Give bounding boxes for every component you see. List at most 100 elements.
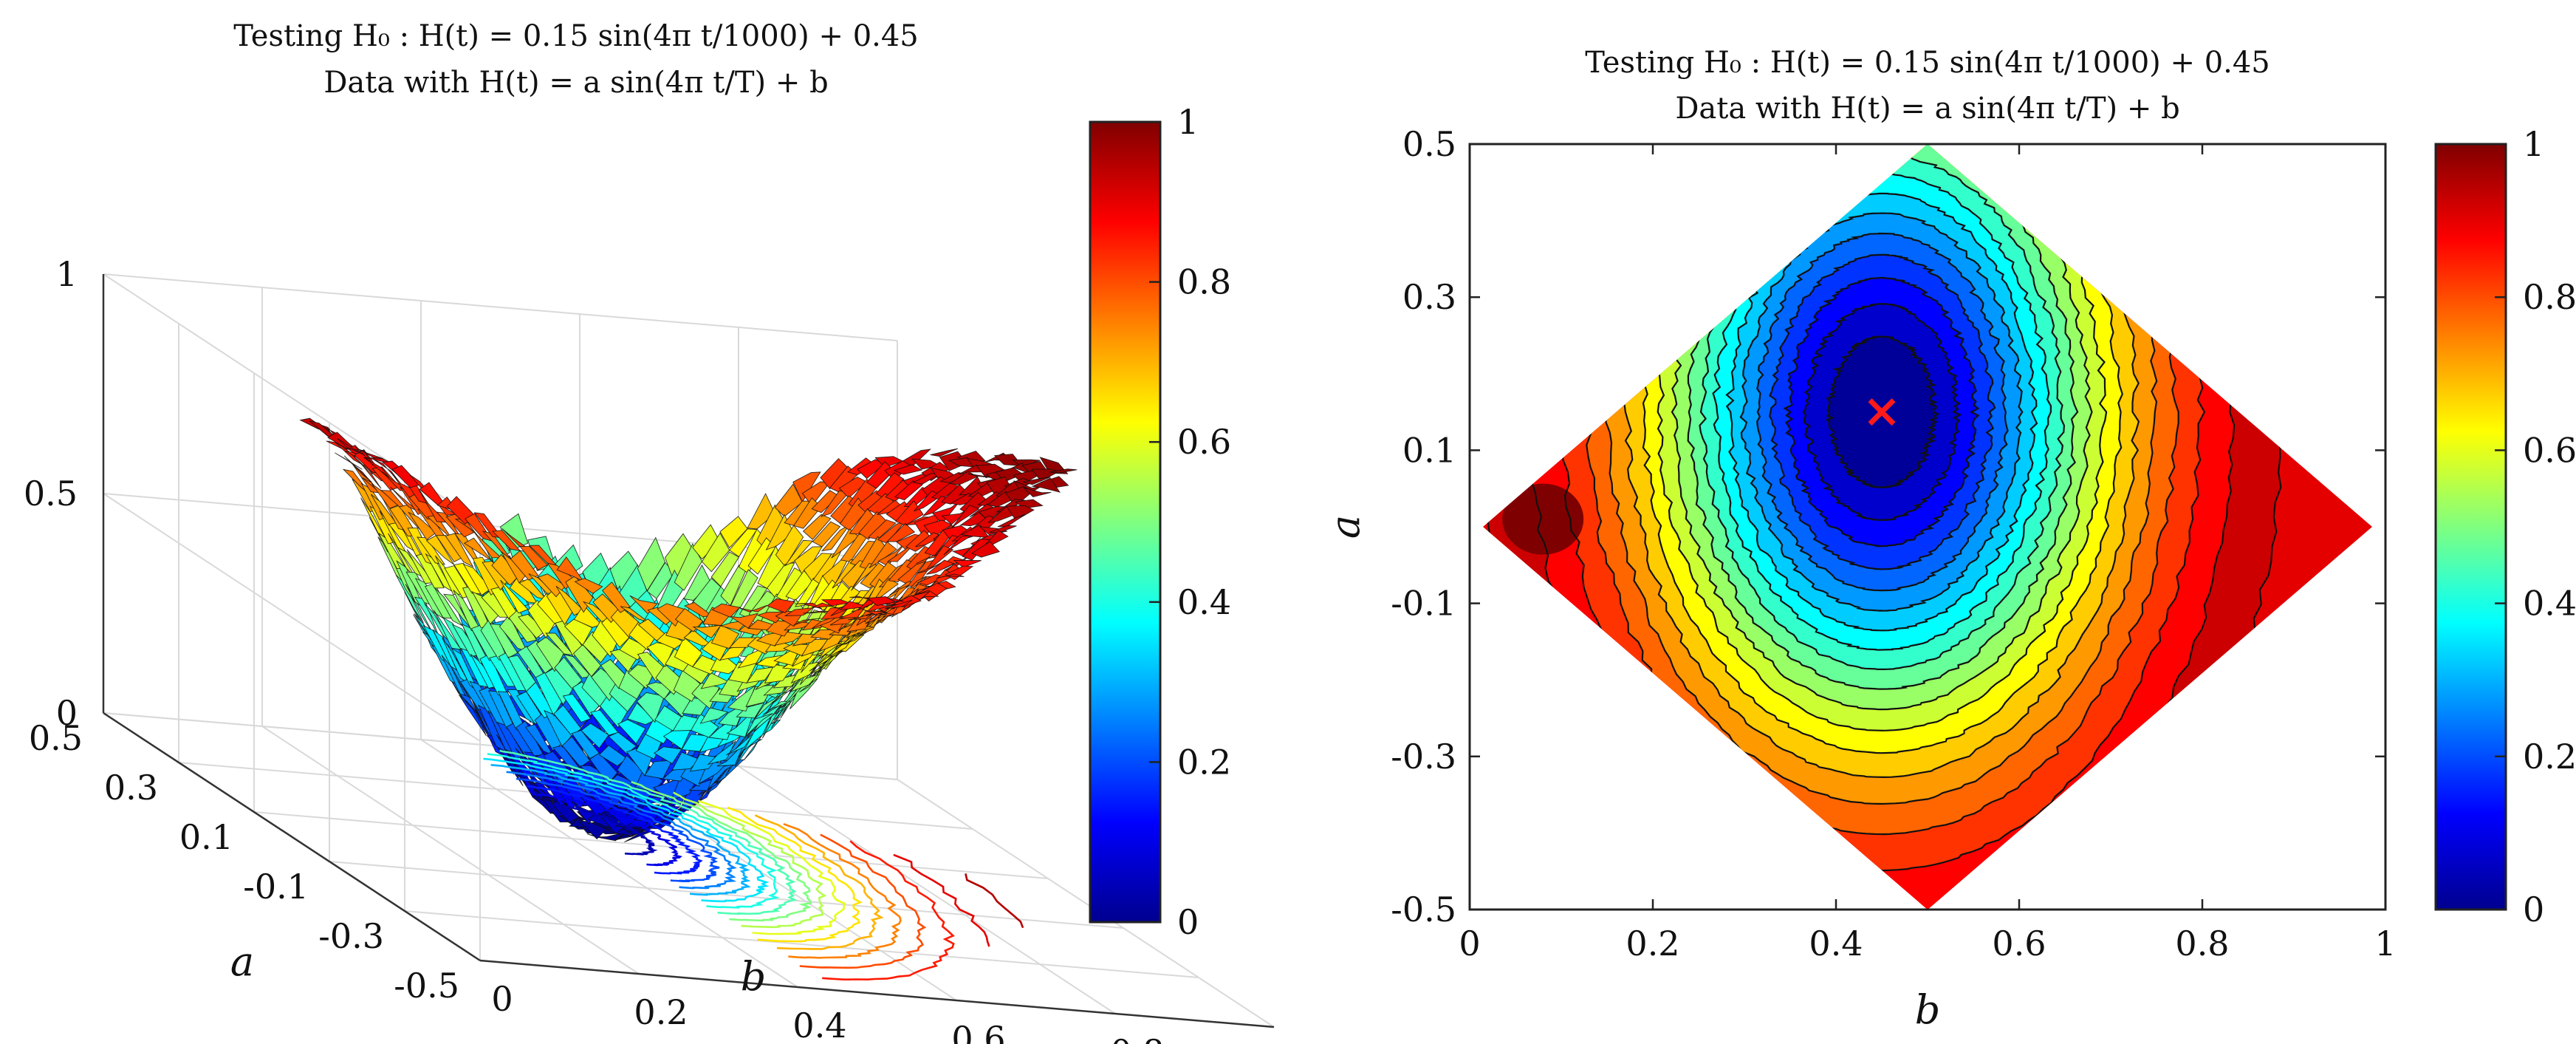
surface-cell-198 [346,445,374,466]
surface-cell-568 [574,578,603,594]
contour-line-13 [1739,212,2024,612]
surface-cell-563 [707,740,736,765]
floor-contour-12 [727,806,863,943]
floor-grid-a-4 [404,910,1199,978]
surface-cell-831 [953,559,982,568]
surface-cell-398 [802,514,832,540]
surface-cell-294 [445,533,474,567]
surface-cell-407 [562,693,592,723]
surface-colorbar [1089,120,1162,924]
surface-cell-442 [804,553,832,584]
contour-colorbar-ticklabel-2: 0.4 [2523,584,2576,624]
surface-cell-206 [496,721,526,759]
surface-cell-378 [553,704,582,737]
surface-ztick-0: 0 [56,693,78,733]
surface-cell-777 [1022,487,1052,497]
contour-ytick-1: 0.3 [1402,277,1456,317]
surface-cell-604 [761,703,790,739]
surface-cell-422 [554,656,583,690]
surface-cell-802 [952,536,982,557]
surface-cell-846 [784,607,814,617]
surface-cell-384 [784,539,814,567]
surface-cell-180 [434,587,463,627]
floor-grid-b-1 [261,726,640,975]
floor-contour-1 [536,793,682,867]
surface-cell-614 [886,522,916,542]
contour-xtick-3: 0.6 [1992,924,2046,963]
floor-contour-14 [783,822,902,959]
surface-ytick-4: -0.3 [318,916,384,956]
surface-ytick-1: 0.3 [104,768,158,808]
floor-grid-b-2 [420,739,798,988]
surface-cell-735 [710,624,740,649]
surface-cell-873 [866,602,895,613]
surface-cell-600 [869,541,897,569]
contour-line-18 [1825,335,1940,488]
surface-cell-821 [989,525,1017,533]
surface-floor-contours [483,749,1024,981]
floor-contour-11 [697,799,846,935]
surface-cell-540 [930,448,958,457]
surface-ylabel: a [230,938,254,985]
surface-cell-427 [812,521,841,547]
surface-cell-338 [445,514,475,538]
contour-title-line-2: Data with H(t) = a sin(4π t/T) + b [1675,92,2179,126]
surface-cell-363 [561,736,591,768]
surface-cell-677 [745,684,775,708]
surface-xtick-3: 0.6 [951,1019,1005,1044]
contour-colorbar [2434,143,2507,911]
surface-xtick-0: 0 [491,979,513,1019]
surface-colorbar-ticks: 0 0.2 0.4 0.6 0.8 1 [1149,102,1231,942]
surface-colorbar-ticklabel-5: 1 [1177,102,1199,142]
surface-axes-box [102,273,1275,1028]
floor-grid-a-3 [329,861,1124,929]
contour-line-15 [1769,253,1996,570]
floor-contour-7 [487,753,780,909]
contour-colorbar-ticklabel-3: 0.6 [2523,430,2576,470]
surface-cell-453 [510,550,539,581]
surface-ytick-0: 0.5 [29,718,83,758]
surface-cell-839 [971,541,1001,558]
contour-marker [1868,398,1896,426]
surface-title-line-2: Data with H(t) = a sin(4π t/T) + b [323,66,828,100]
contour-line-14 [1756,232,2009,592]
surface-xtick-4: 0.8 [1110,1032,1164,1044]
surface-cell-596 [610,606,640,638]
floor-contour-15 [799,833,927,969]
contour-xtick-1: 0.2 [1626,924,1679,963]
surface-cell-875 [884,599,913,610]
surface-cell-709 [1039,457,1069,474]
surface-cell-621 [699,707,729,724]
surface-cell-879 [866,596,897,606]
contour-xtick-4: 0.8 [2175,924,2229,963]
surface-cell-665 [674,636,703,667]
surface-cell-325 [792,471,821,503]
surface-cell-810 [739,604,768,613]
surface-cell-634 [744,713,773,737]
surface-cell-140 [353,456,382,489]
surface-cell-497 [902,448,932,467]
contour-ytick-3: -0.1 [1391,584,1456,624]
contour-tick-labels: 0 0.2 0.4 0.6 0.8 1 0.5 0.3 0.1 -0.1 -0.3 -0.5 [1391,124,2396,963]
floor-grid-b-4 [738,765,1116,1014]
floor-contour-4 [506,771,737,890]
surface-cell-380 [500,579,529,614]
surface-mesh [299,417,1078,843]
surface-ztick-2: 1 [56,254,78,294]
surface-cell-495 [564,618,593,646]
contour-colorbar-ticklabel-4: 0.8 [2523,277,2576,317]
contour-xtick-2: 0.4 [1809,924,1863,963]
surface-title-line-1: Testing H₀ : H(t) = 0.15 sin(4π t/1000) … [233,19,919,53]
surface-colorbar-ticklabel-0: 0 [1177,902,1199,942]
wall-grid-z-2 [103,273,898,522]
surface-cell-512 [893,464,923,475]
surface-cell-738 [1022,477,1051,485]
contour-line-16 [1783,276,1980,547]
surface-cell-838 [766,598,795,613]
contour-xtick-5: 1 [2374,924,2396,963]
axis-line-1 [103,712,481,962]
surface-cell-557 [867,519,897,540]
surface-cell-355 [775,525,804,567]
surface-colorbar-ticklabel-2: 0.4 [1177,582,1231,622]
